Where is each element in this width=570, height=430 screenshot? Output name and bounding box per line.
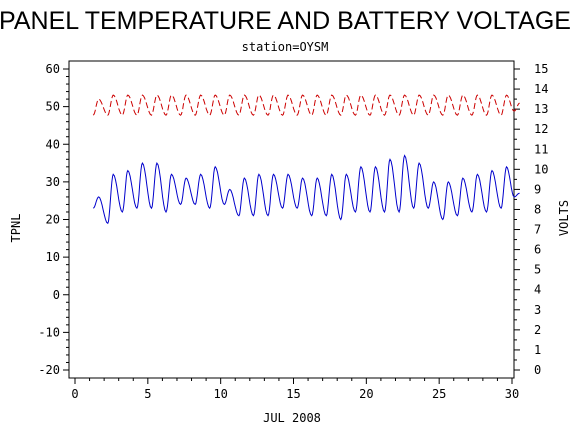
x-tick-label: 10 <box>213 387 227 401</box>
right-tick-label: 7 <box>534 223 541 237</box>
series-line-voltage <box>92 94 520 116</box>
x-tick-label: 30 <box>505 387 519 401</box>
right-tick-label: 11 <box>534 142 548 156</box>
right-tick-label: 4 <box>534 283 541 297</box>
right-tick-label: 15 <box>534 62 548 76</box>
left-tick-label: -10 <box>38 325 60 339</box>
x-tick-label: 20 <box>359 387 373 401</box>
right-tick-label: 13 <box>534 102 548 116</box>
left-tick-label: 60 <box>46 62 60 76</box>
right-tick-label: 0 <box>534 363 541 377</box>
right-tick-label: 3 <box>534 303 541 317</box>
x-tick-label: 25 <box>432 387 446 401</box>
series-line-temperature <box>92 154 520 225</box>
left-tick-label: 30 <box>46 175 60 189</box>
left-tick-label: 10 <box>46 250 60 264</box>
right-tick-label: 6 <box>534 243 541 257</box>
right-tick-label: 9 <box>534 182 541 196</box>
right-tick-label: 2 <box>534 323 541 337</box>
plot-frame <box>68 60 515 379</box>
chart-subtitle: station=OYSM <box>242 40 329 54</box>
right-tick-label: 10 <box>534 162 548 176</box>
x-tick-label: 5 <box>144 387 151 401</box>
right-tick-label: 14 <box>534 82 548 96</box>
x-tick-label: 15 <box>286 387 300 401</box>
y-axis-label-left: TPNL <box>9 214 23 243</box>
right-tick-label: 5 <box>534 263 541 277</box>
left-tick-label: 20 <box>46 213 60 227</box>
left-tick-label: 0 <box>53 288 60 302</box>
bottom-axis: 0 5 10 15 20 25 30 <box>71 378 519 401</box>
series-layer <box>92 94 520 225</box>
right-tick-label: 12 <box>534 122 548 136</box>
chart-title: PANEL TEMPERATURE AND BATTERY VOLTAGE <box>0 7 570 35</box>
left-tick-label: -20 <box>38 363 60 377</box>
right-tick-label: 8 <box>534 202 541 216</box>
left-tick-label: 50 <box>46 100 60 114</box>
x-tick-label: 0 <box>71 387 78 401</box>
x-axis-label: JUL 2008 <box>263 411 321 425</box>
left-tick-label: 40 <box>46 137 60 151</box>
y-axis-label-right: VOLTS <box>557 200 570 236</box>
right-tick-label: 1 <box>534 343 541 357</box>
left-axis: -20 -10 0 10 20 30 40 50 60 <box>38 62 69 377</box>
